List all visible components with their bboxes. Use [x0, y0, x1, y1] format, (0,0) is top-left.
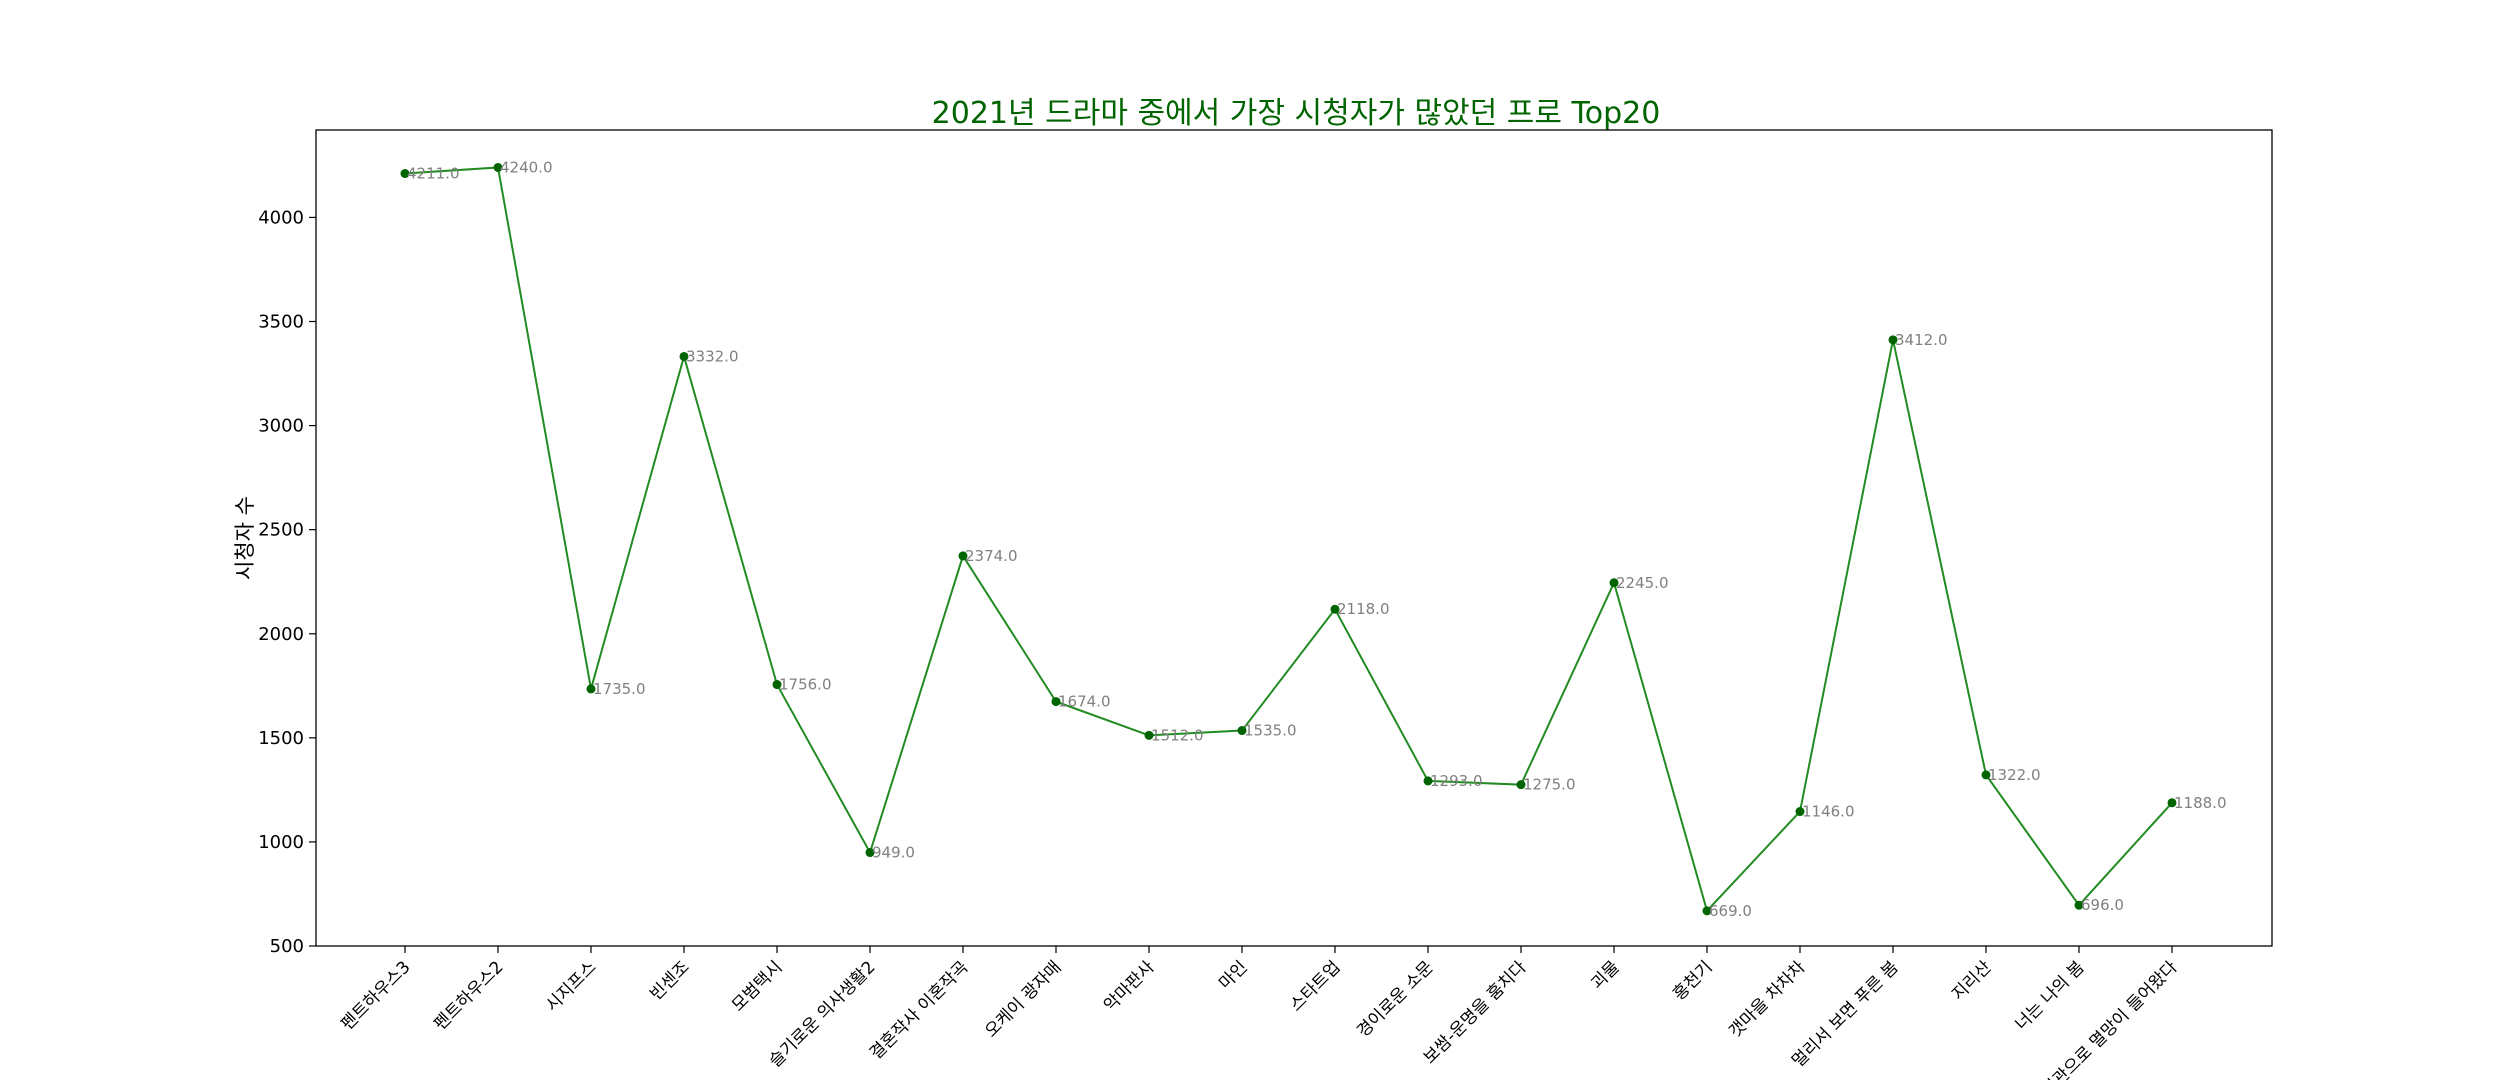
x-tick-label: 너는 나의 봄 [2011, 957, 2088, 1034]
data-label: 1293.0 [1430, 772, 1483, 790]
data-label: 1735.0 [593, 680, 646, 698]
x-tick-label: 펜트하우스2 [430, 957, 507, 1034]
data-label: 2118.0 [1337, 600, 1390, 618]
data-point [400, 169, 410, 179]
data-label: 1275.0 [1523, 776, 1576, 794]
series-line [404, 166, 2173, 913]
y-tick-label: 2000 [258, 624, 304, 645]
data-point [958, 551, 968, 561]
data-point [2074, 900, 2084, 910]
data-point [1795, 807, 1805, 817]
x-tick-label: 모범택시 [728, 957, 786, 1015]
data-point [1702, 906, 1712, 916]
data-point [2167, 798, 2177, 808]
data-point [493, 162, 503, 172]
data-label: 1535.0 [1244, 722, 1297, 740]
data-label: 2245.0 [1616, 574, 1669, 592]
data-label: 696.0 [2081, 896, 2124, 914]
data-point [1144, 730, 1154, 740]
data-point [1609, 578, 1619, 588]
x-tick-label: 경이로운 소문 [1353, 957, 1437, 1041]
data-label: 1188.0 [2174, 794, 2227, 812]
x-tick-label: 마인 [1215, 957, 1251, 993]
x-tick-label: 악마판사 [1100, 957, 1159, 1016]
data-point [1888, 335, 1898, 345]
y-tick-label: 1000 [258, 832, 304, 853]
data-label: 1674.0 [1058, 693, 1111, 711]
chart-title: 2021년 드라마 중에서 가장 시청자가 많았던 프로 Top20 [932, 96, 1661, 131]
x-tick-label: 지리산 [1948, 957, 1996, 1005]
data-label: 949.0 [872, 844, 915, 862]
data-point [865, 848, 875, 858]
plot-area-frame [315, 129, 2273, 947]
data-label: 1756.0 [779, 676, 832, 694]
y-axis: 500 1000 1500 2000 2500 3000 3500 4000 [258, 207, 316, 957]
x-tick-label: 펜트하우스3 [337, 957, 414, 1034]
x-tick-label: 빈센조 [646, 957, 693, 1004]
x-tick-label: 괴물 [1587, 957, 1623, 993]
data-point [1237, 726, 1247, 736]
y-tick-label: 4000 [258, 207, 304, 228]
y-tick-label: 1500 [258, 728, 304, 749]
series-viewers: 4211.0 4240.0 1735.0 3332.0 1756.0 949.0 2374.… [400, 158, 2227, 920]
data-label: 3332.0 [686, 347, 739, 365]
data-label: 3412.0 [1895, 331, 1948, 349]
x-tick-label: 오케이 광자매 [981, 957, 1065, 1041]
data-label: 2374.0 [965, 547, 1018, 565]
y-tick-label: 2500 [258, 520, 304, 541]
data-point [1051, 697, 1061, 707]
data-label: 1146.0 [1802, 803, 1855, 821]
x-tick-label: 스타트업 [1286, 957, 1344, 1015]
x-tick-label: 보쌈-운명을 훔치다 [1420, 957, 1531, 1068]
data-point [679, 351, 689, 361]
data-point [772, 680, 782, 690]
data-label: 669.0 [1709, 902, 1752, 920]
y-tick-label: 3500 [258, 312, 304, 333]
data-label: 4240.0 [500, 158, 553, 176]
data-point [1423, 776, 1433, 786]
x-tick-label: 갯마을 차차차 [1725, 957, 1810, 1042]
data-point [586, 684, 596, 694]
y-tick-label: 500 [270, 936, 304, 957]
data-label: 1512.0 [1151, 726, 1204, 744]
data-label: 4211.0 [407, 165, 460, 183]
y-tick-label: 3000 [258, 416, 304, 437]
data-point [1330, 604, 1340, 614]
x-tick-label: 홍천기 [1669, 957, 1716, 1004]
x-tick-label: 시지프스 [542, 957, 600, 1015]
data-point [1516, 780, 1526, 790]
data-label: 1322.0 [1988, 766, 2041, 784]
x-tick-label: 결혼작사 이혼작곡 [866, 957, 972, 1063]
data-point [1981, 770, 1991, 780]
y-axis-label: 시청자 수 [233, 496, 257, 580]
